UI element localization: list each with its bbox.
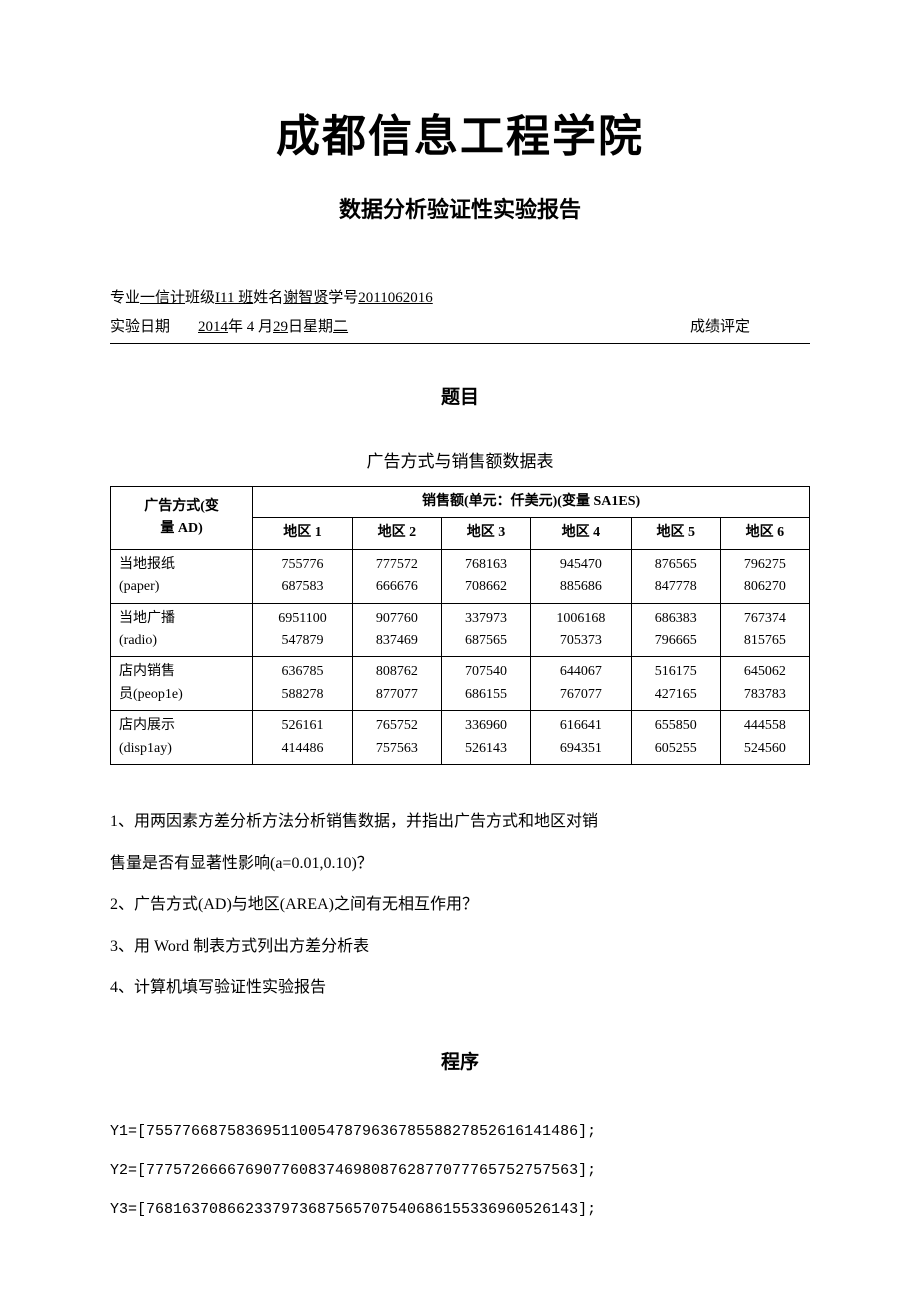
name-label: 姓名 (253, 284, 283, 313)
code-y1: Y1=[755776687583695110054787963678558827… (110, 1112, 810, 1151)
question-2: 2、广告方式(AD)与地区(AREA)之间有无相互作用？ (110, 884, 810, 926)
section-program: 程序 (110, 1047, 810, 1074)
date-day: 29 (273, 313, 288, 342)
data-cell: 616641694351 (531, 711, 632, 765)
row-label: 当地广播(radio) (111, 603, 253, 657)
data-cell: 707540686155 (441, 657, 530, 711)
data-cell: 645062783783 (720, 657, 809, 711)
date-mid2: 日星期 (288, 313, 333, 342)
data-cell: 765752757563 (352, 711, 441, 765)
data-cell: 526161414486 (253, 711, 353, 765)
data-cell: 636785588278 (253, 657, 353, 711)
code-y2: Y2=[777572666676907760837469808762877077… (110, 1151, 810, 1190)
table-caption: 广告方式与销售额数据表 (110, 447, 810, 472)
data-cell: 337973687565 (441, 603, 530, 657)
row-label: 当地报纸(paper) (111, 549, 253, 603)
grade-label: 成绩评定 (690, 313, 750, 342)
data-cell: 808762877077 (352, 657, 441, 711)
data-cell: 767374815765 (720, 603, 809, 657)
data-cell: 796275806270 (720, 549, 809, 603)
sales-header: 销售额(单元：仟美元)(变量 SA1ES) (253, 487, 810, 518)
data-cell: 1006168705373 (531, 603, 632, 657)
data-cell: 655850605255 (631, 711, 720, 765)
area-col: 地区 2 (352, 518, 441, 549)
area-col: 地区 4 (531, 518, 632, 549)
institution-title: 成都信息工程学院 (110, 100, 810, 164)
code-y3: Y3=[768163708662337973687565707540686155… (110, 1190, 810, 1229)
row-header-top: 广告方式(变 (117, 496, 246, 518)
question-3: 3、用 Word 制表方式列出方差分析表 (110, 926, 810, 968)
table-row: 当地报纸(paper)75577668758377757266667676816… (111, 549, 810, 603)
area-col: 地区 3 (441, 518, 530, 549)
area-col: 地区 6 (720, 518, 809, 549)
name-value: 谢智贤 (283, 284, 328, 313)
data-cell: 945470885686 (531, 549, 632, 603)
data-cell: 768163708662 (441, 549, 530, 603)
data-cell: 644067767077 (531, 657, 632, 711)
meta-line-1: 专业 一信计 班级 I11 班 姓名 谢智贤 学号 2011062016 (110, 284, 810, 313)
area-col: 地区 1 (253, 518, 353, 549)
row-header: 广告方式(变 量 AD) (111, 487, 253, 550)
meta-line-2: 实验日期 2014 年 4 月 29 日星期 二 成绩评定 (110, 313, 810, 345)
data-cell: 907760837469 (352, 603, 441, 657)
row-label: 店内展示(disp1ay) (111, 711, 253, 765)
data-cell: 444558524560 (720, 711, 809, 765)
code-block: Y1=[755776687583695110054787963678558827… (110, 1112, 810, 1229)
id-label: 学号 (328, 284, 358, 313)
row-label: 店内销售员(peop1e) (111, 657, 253, 711)
data-cell: 516175427165 (631, 657, 720, 711)
table-row: 店内销售员(peop1e)636785588278808762877077707… (111, 657, 810, 711)
question-4: 4、计算机填写验证性实验报告 (110, 967, 810, 1009)
data-cell: 686383796665 (631, 603, 720, 657)
class-value: I11 班 (215, 284, 253, 313)
area-col: 地区 5 (631, 518, 720, 549)
id-value: 2011062016 (358, 284, 432, 313)
table-row: 店内展示(disp1ay)526161414486765752757563336… (111, 711, 810, 765)
major-value: 一信计 (140, 284, 185, 313)
data-cell: 777572666676 (352, 549, 441, 603)
date-mid1: 年 4 月 (228, 313, 273, 342)
question-1b: 售量是否有显著性影响(a=0.01,0.10)？ (110, 843, 810, 885)
section-topic: 题目 (110, 382, 810, 409)
date-weekday: 二 (333, 313, 348, 342)
data-cell: 876565847778 (631, 549, 720, 603)
major-label: 专业 (110, 284, 140, 313)
row-header-bottom: 量 AD) (117, 518, 246, 540)
date-year: 2014 (198, 313, 228, 342)
class-label: 班级 (185, 284, 215, 313)
question-1a: 1、用两因素方差分析方法分析销售数据，并指出广告方式和地区对销 (110, 801, 810, 843)
data-cell: 6951100547879 (253, 603, 353, 657)
date-label: 实验日期 (110, 313, 170, 342)
meta-block: 专业 一信计 班级 I11 班 姓名 谢智贤 学号 2011062016 实验日… (110, 284, 810, 344)
data-table: 广告方式(变 量 AD) 销售额(单元：仟美元)(变量 SA1ES) 地区 1 … (110, 486, 810, 765)
data-cell: 755776687583 (253, 549, 353, 603)
data-cell: 336960526143 (441, 711, 530, 765)
table-row: 当地广播(radio)69511005478799077608374693379… (111, 603, 810, 657)
report-title: 数据分析验证性实验报告 (110, 192, 810, 224)
questions-block: 1、用两因素方差分析方法分析销售数据，并指出广告方式和地区对销 售量是否有显著性… (110, 801, 810, 1009)
